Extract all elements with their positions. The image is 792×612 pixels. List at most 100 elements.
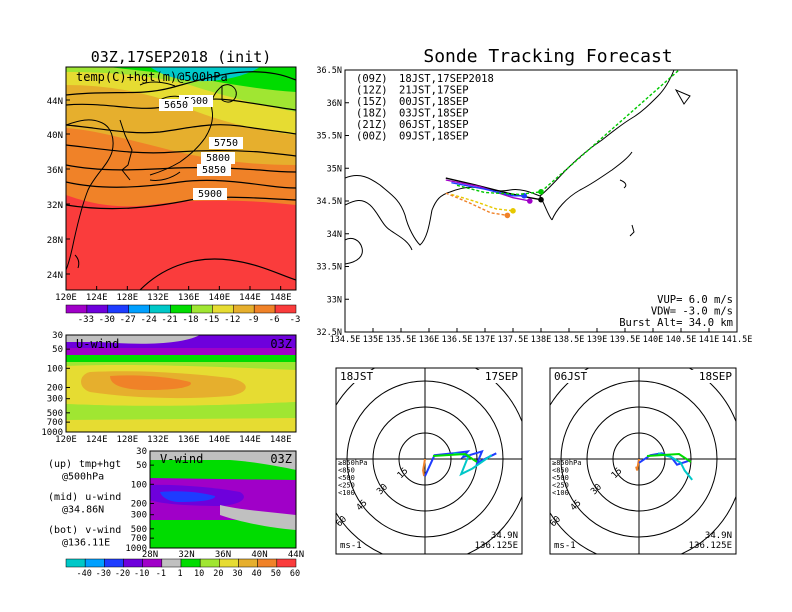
hodo-level: <850	[338, 467, 355, 475]
track-lon-label: 141.5E	[722, 335, 753, 345]
legend-time: 18JST,17SEP2018	[399, 73, 494, 85]
temp-scale-label: -12	[224, 315, 240, 325]
hodo-level: <250	[552, 482, 569, 490]
track-lon-label: 134.5E	[330, 335, 361, 345]
pressure-tick-label: 500	[131, 525, 147, 535]
contour-label-bg	[201, 152, 235, 164]
wind-color-swatch	[161, 558, 182, 568]
track-lon-label: 140E	[643, 335, 663, 345]
pressure-tick-label: 30	[136, 447, 147, 457]
wind-scale-label: 10	[194, 569, 204, 579]
temp-scale-label: -33	[78, 315, 94, 325]
hodo-lat: 34.9N	[491, 531, 518, 541]
lon-tick-label: 136E	[178, 293, 200, 303]
track-endpoint	[504, 212, 511, 219]
wind-color-swatch	[257, 558, 278, 568]
hodo-level: <850	[552, 467, 569, 475]
hodo-time-bg	[338, 370, 382, 383]
track-lon-label: 136E	[419, 335, 439, 345]
wind-scale-label: 50	[271, 569, 281, 579]
lon-tick-label: 120E	[55, 435, 77, 445]
tracking-title: Sonde Tracking Forecast	[423, 46, 672, 67]
hodo-time: 18JST	[340, 370, 373, 383]
hodograph-trace	[657, 452, 693, 481]
contour-label-bg	[197, 164, 231, 176]
legend-time: 21JST,17SEP	[399, 85, 469, 97]
sonde-tracking-panel: Sonde Tracking Forecast (09Z) 18JST,17SEP…	[316, 46, 753, 345]
note-key: (bot)	[48, 525, 78, 536]
v-wind-time: 03Z	[270, 452, 292, 466]
lon-tick-label: 140E	[208, 435, 230, 445]
hodograph-trace	[646, 452, 692, 463]
wind-color-swatch	[276, 558, 297, 568]
track-endpoint	[510, 208, 516, 214]
hodo-level: ≥850hPa	[552, 459, 582, 467]
u-wind-lon-ticks: 120E 124E 128E 132E 136E 140E 144E 148E	[55, 435, 291, 445]
note-value: @34.86N	[62, 505, 104, 516]
lon-tick-label: 136E	[178, 435, 200, 445]
temp-color-swatch	[86, 304, 109, 314]
lon-tick-label: 144E	[239, 435, 261, 445]
temp-color-swatch	[149, 304, 171, 314]
temp-height-map: 03Z,17SEP2018 (init)	[47, 48, 301, 325]
lon-tick-label: 132E	[147, 293, 169, 303]
wind-scale-label: 60	[290, 569, 300, 579]
wind-color-swatch	[238, 558, 258, 568]
hodograph-trace	[432, 452, 478, 463]
track-lat-ticks: 36.5N 36N 35.5N 35N 34.5N 34N 33.5N 33N 32.5N	[316, 66, 349, 338]
lon-tick-label: 132E	[147, 435, 169, 445]
hodo-level: <250	[338, 482, 355, 490]
track-endpoint	[538, 196, 544, 203]
track-endpoint	[527, 198, 533, 204]
temp-color-swatch	[107, 304, 129, 314]
hodo-time: 06JST	[554, 370, 587, 383]
pressure-tick-label: 200	[131, 499, 147, 509]
pressure-tick-label: 50	[136, 461, 147, 471]
wind-scale-label: -20	[115, 569, 130, 579]
hodo-date-bg	[686, 370, 734, 383]
wind-scale-label: 20	[213, 569, 223, 579]
note-value: tmp+hgt	[79, 459, 121, 470]
track-lon-label: 135E	[363, 335, 383, 345]
temp-scale-label: -30	[99, 315, 115, 325]
temp-scale-label: -21	[161, 315, 177, 325]
lon-tick-label: 148E	[270, 435, 292, 445]
temp-band-cyan	[150, 67, 260, 82]
note-value: v-wind	[85, 525, 121, 536]
track-lon-label: 140.5E	[666, 335, 697, 345]
lat-tick-label: 44N	[47, 97, 63, 107]
map-frame	[65, 66, 297, 291]
legend-code: (18Z)	[356, 108, 388, 120]
note-key: (mid)	[48, 492, 78, 503]
temp-band-green	[110, 67, 296, 92]
contour-label: 5600	[184, 96, 208, 107]
temp-scale-label: -6	[269, 315, 280, 325]
note-value: @136.11E	[62, 538, 110, 549]
legend-time: 06JST,18SEP	[399, 119, 469, 131]
legend-code: (12Z)	[356, 85, 388, 97]
lat-tick-label: 40N	[47, 131, 63, 141]
hodo-level: <100	[338, 489, 355, 497]
contour-label-bg	[209, 137, 243, 149]
map-label: temp(C)+hgt(m)@500hPa	[76, 70, 228, 84]
track-lon-label: 139.5E	[610, 335, 641, 345]
panel-notes: (up) tmp+hgt @500hPa (mid) u-wind @34.86N (bot…	[48, 459, 121, 549]
contour-label-bg	[193, 188, 227, 200]
lat-tick-label: 28N	[142, 550, 158, 560]
lat-tick-label: 36N	[47, 166, 63, 176]
lon-tick-label: 124E	[86, 435, 108, 445]
track-legend: (09Z) 18JST,17SEP2018 (12Z) 21JST,17SEP (15Z…	[356, 73, 494, 143]
temp-color-swatch	[233, 304, 255, 314]
height-contours	[66, 71, 296, 290]
note-value: u-wind	[85, 492, 121, 503]
map-lon-ticks: 120E 124E 128E 132E 136E 140E 144E 148E	[55, 286, 292, 303]
temp-scale-label: -9	[248, 315, 259, 325]
legend-code: (21Z)	[356, 119, 388, 131]
hodograph-trace	[635, 458, 640, 471]
temp-color-swatch	[65, 304, 88, 314]
